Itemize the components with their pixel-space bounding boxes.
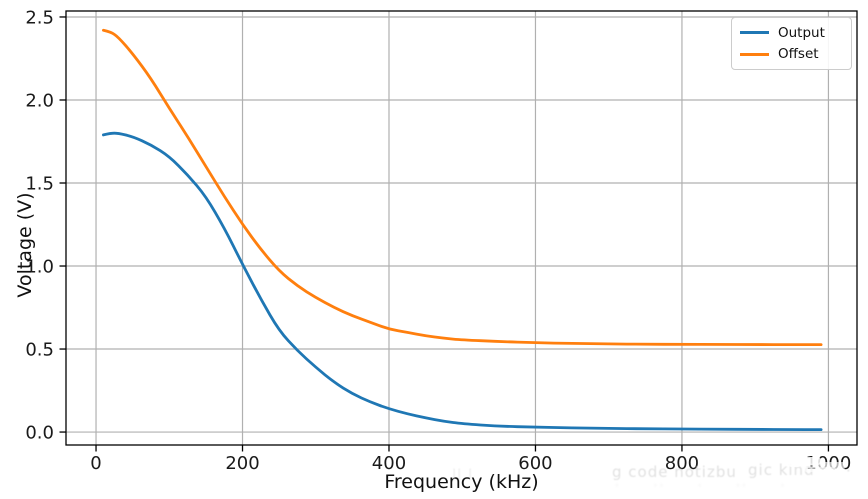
- x-tick-label: 400: [372, 453, 406, 474]
- y-tick-label: 1.5: [25, 174, 54, 195]
- watermark: ·: [846, 462, 852, 480]
- legend: Output Offset: [731, 17, 852, 70]
- x-tick-label: 0: [90, 453, 101, 474]
- x-tick-label: 600: [518, 453, 552, 474]
- plot-border: [65, 10, 858, 446]
- watermark: ll l: [452, 466, 474, 484]
- curve-output: [102, 131, 823, 431]
- watermark: g code notizbu: [612, 463, 737, 481]
- legend-label-offset: Offset: [778, 46, 819, 63]
- curve-offset: [102, 28, 823, 346]
- x-axis-label: Frequency (kHz): [384, 471, 539, 493]
- watermark-erosion: [801, 457, 821, 465]
- x-tick-label: 800: [665, 453, 699, 474]
- x-tick-label: 200: [225, 453, 259, 474]
- watermark-erosion: [789, 460, 801, 467]
- watermark-erosion: [804, 467, 836, 472]
- legend-item-output: Output: [740, 25, 843, 41]
- y-tick-label: 2.5: [25, 7, 54, 28]
- y-axis-label: Voltage (V): [14, 192, 36, 298]
- y-tick-label: 0.0: [25, 423, 54, 444]
- y-tick-label: 0.5: [25, 340, 54, 361]
- offset-line-icon: [740, 52, 769, 56]
- y-tick-label: 2.0: [25, 90, 54, 111]
- y-tick-label: 1.0: [25, 257, 54, 278]
- output-line-icon: [740, 31, 769, 35]
- legend-item-offset: Offset: [740, 46, 843, 62]
- watermark: · ·· · ·· ·: [615, 479, 787, 494]
- watermark-erosion: [818, 462, 846, 469]
- legend-label-output: Output: [778, 24, 825, 41]
